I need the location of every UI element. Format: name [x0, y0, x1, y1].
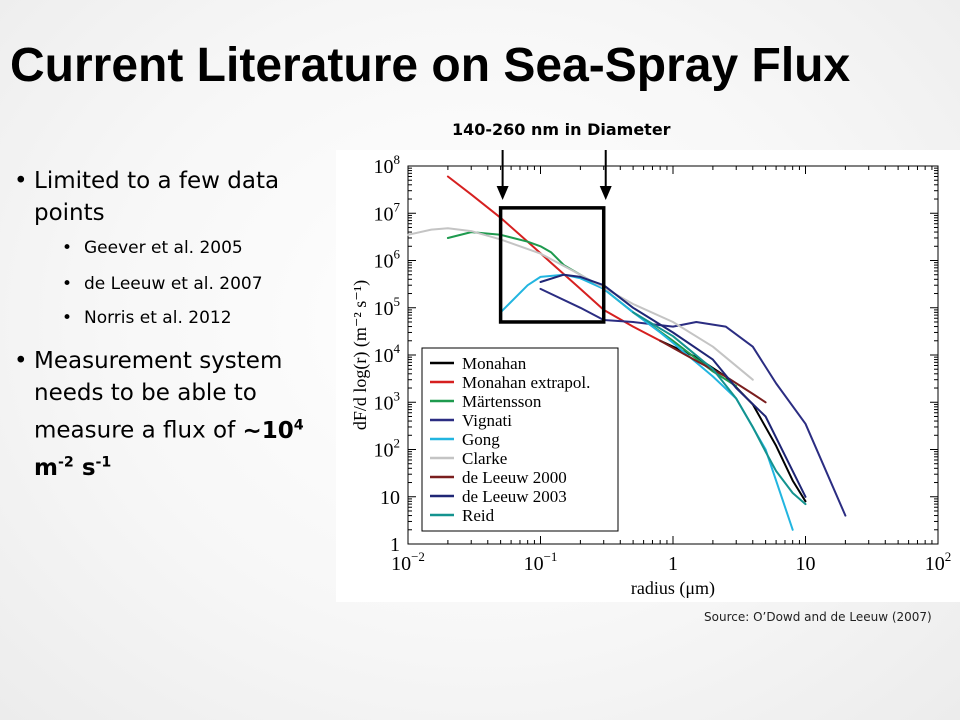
y-axis-label: dF/d log(r) (m⁻² s⁻¹) — [350, 280, 371, 430]
y-tick-label: 10 — [380, 487, 400, 509]
legend-label: Vignati — [462, 411, 512, 430]
legend-box — [421, 347, 619, 532]
bullet-dot: • — [14, 168, 28, 194]
y-tick-label: 105 — [374, 294, 401, 320]
legend-label: de Leeuw 2000 — [462, 468, 567, 487]
highlight-box — [498, 206, 606, 324]
x-tick-label: 10−2 — [391, 549, 425, 575]
series-line — [632, 311, 807, 506]
y-tick-label: 106 — [374, 247, 401, 273]
source-citation: Source: O’Dowd and de Leeuw (2007) — [704, 610, 932, 624]
annotation-arrowhead — [599, 186, 612, 200]
y-tick-label: 1 — [390, 534, 400, 556]
legend-label: Monahan — [462, 354, 527, 373]
y-tick-label: 102 — [374, 436, 401, 462]
sub-bullet-dot: • — [62, 308, 73, 328]
sub-bullet-text: Norris et al. 2012 — [84, 308, 232, 328]
sub-bullet-text: Geever et al. 2005 — [84, 238, 243, 258]
annotation-arrowhead — [496, 186, 509, 200]
flux-value: ~104 m-2 s-1 — [34, 417, 304, 482]
y-tick-label: 104 — [374, 341, 401, 367]
bullet-text: Limited to a few data points — [34, 168, 280, 226]
y-tick-label: 103 — [374, 388, 401, 414]
legend-label: Gong — [462, 430, 500, 449]
x-tick-label: 10 — [796, 553, 816, 575]
x-axis-label: radius (μm) — [631, 578, 715, 599]
sub-bullet-dot: • — [62, 274, 73, 294]
series-line — [539, 273, 807, 498]
legend-label: Reid — [462, 506, 495, 525]
series-lines — [407, 175, 847, 531]
x-tick-label: 102 — [925, 549, 952, 575]
bullet-dot: • — [14, 348, 28, 374]
bullet-text: Measurement system needs to be able to m… — [34, 348, 304, 482]
legend-label: Monahan extrapol. — [462, 373, 590, 392]
legend-label: Clarke — [462, 449, 507, 468]
slide-title: Current Literature on Sea-Spray Flux — [10, 39, 851, 92]
flux-chart: 10−2 10−1 1 10 102 1 10 102 103 104 105 106 107 108 ra… — [336, 150, 960, 602]
diameter-annotation: 140-260 nm in Diameter — [452, 120, 671, 139]
sub-bullet-dot: • — [62, 238, 73, 258]
legend-label: de Leeuw 2003 — [462, 487, 567, 506]
x-tick-label: 1 — [668, 553, 678, 575]
legend-label: Märtensson — [462, 392, 542, 411]
series-line — [407, 227, 754, 381]
y-tick-label: 108 — [374, 152, 401, 178]
x-tick-label: 10−1 — [524, 549, 558, 575]
series-line — [539, 287, 847, 517]
y-tick-label: 107 — [374, 199, 401, 225]
sub-bullet-text: de Leeuw et al. 2007 — [84, 274, 263, 294]
